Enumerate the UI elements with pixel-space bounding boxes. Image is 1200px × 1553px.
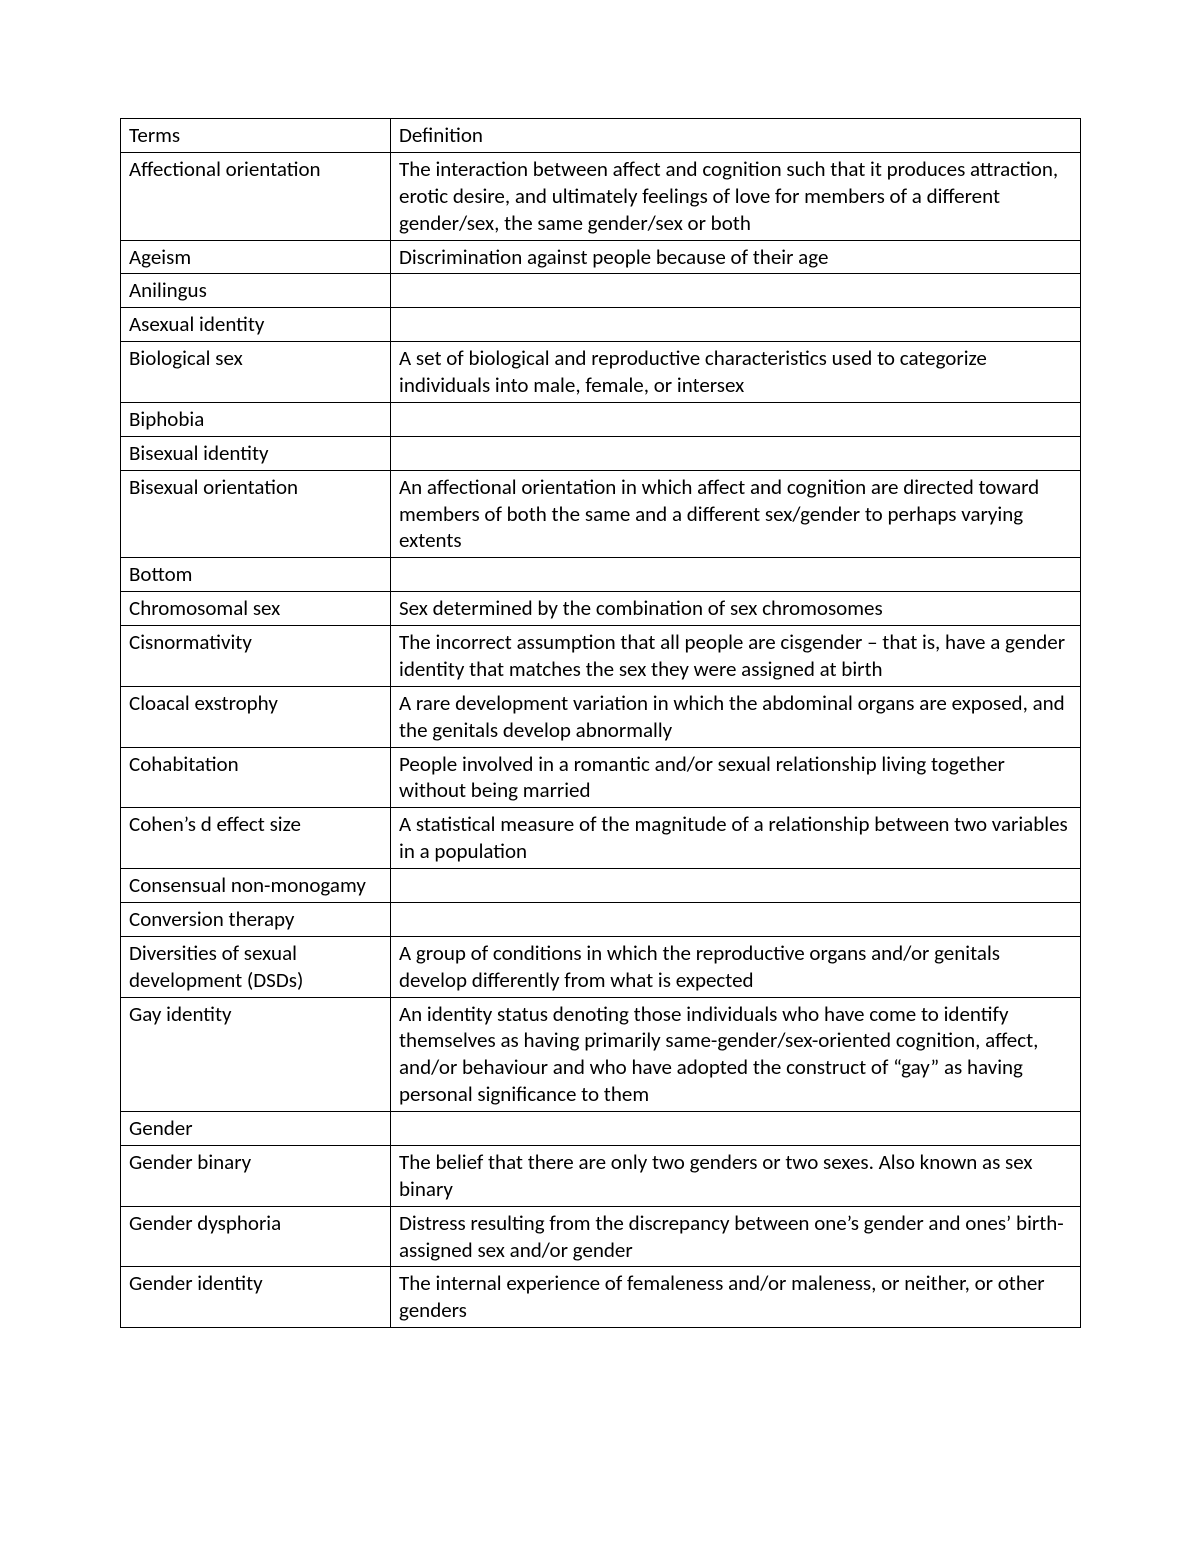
table-row: Gender binaryThe belief that there are o… (121, 1145, 1081, 1206)
term-cell: Biological sex (121, 342, 391, 403)
table-row: Asexual identity (121, 308, 1081, 342)
term-cell: Cloacal exstrophy (121, 686, 391, 747)
definition-cell (391, 274, 1081, 308)
definition-cell: A group of conditions in which the repro… (391, 936, 1081, 997)
definition-cell: Sex determined by the combination of sex… (391, 592, 1081, 626)
table-row: Cloacal exstrophyA rare development vari… (121, 686, 1081, 747)
term-cell: Chromosomal sex (121, 592, 391, 626)
table-row: Biological sexA set of biological and re… (121, 342, 1081, 403)
term-cell: Asexual identity (121, 308, 391, 342)
table-row: Bottom (121, 558, 1081, 592)
term-cell: Bottom (121, 558, 391, 592)
definition-cell: Distress resulting from the discrepancy … (391, 1206, 1081, 1267)
term-cell: Cohen’s d effect size (121, 808, 391, 869)
term-cell: Cohabitation (121, 747, 391, 808)
definition-cell (391, 308, 1081, 342)
definition-cell (391, 558, 1081, 592)
table-row: Consensual non-monogamy (121, 869, 1081, 903)
term-cell: Terms (121, 119, 391, 153)
terms-table: TermsDefinition Affectional orientationT… (120, 118, 1081, 1328)
table-row: Bisexual orientationAn affectional orien… (121, 470, 1081, 558)
definition-cell: An affectional orientation in which affe… (391, 470, 1081, 558)
term-cell: Gender (121, 1112, 391, 1146)
definition-cell: The belief that there are only two gende… (391, 1145, 1081, 1206)
table-row: CisnormativityThe incorrect assumption t… (121, 626, 1081, 687)
term-cell: Diversities of sexual development (DSDs) (121, 936, 391, 997)
term-cell: Affectional orientation (121, 152, 391, 240)
table-row: Gender identityThe internal experience o… (121, 1267, 1081, 1328)
term-cell: Biphobia (121, 402, 391, 436)
document-page: TermsDefinition Affectional orientationT… (0, 0, 1200, 1553)
term-cell: Bisexual orientation (121, 470, 391, 558)
term-cell: Gender dysphoria (121, 1206, 391, 1267)
table-row: Bisexual identity (121, 436, 1081, 470)
table-row: TermsDefinition (121, 119, 1081, 153)
term-cell: Anilingus (121, 274, 391, 308)
table-row: Gay identityAn identity status denoting … (121, 997, 1081, 1112)
term-cell: Consensual non-monogamy (121, 869, 391, 903)
definition-cell (391, 1112, 1081, 1146)
definition-cell: The interaction between affect and cogni… (391, 152, 1081, 240)
definition-cell: A rare development variation in which th… (391, 686, 1081, 747)
term-cell: Cisnormativity (121, 626, 391, 687)
table-row: Biphobia (121, 402, 1081, 436)
definition-cell: The incorrect assumption that all people… (391, 626, 1081, 687)
table-row: Conversion therapy (121, 902, 1081, 936)
term-cell: Gay identity (121, 997, 391, 1112)
definition-cell: A statistical measure of the magnitude o… (391, 808, 1081, 869)
table-row: Gender (121, 1112, 1081, 1146)
term-cell: Bisexual identity (121, 436, 391, 470)
definition-cell: Discrimination against people because of… (391, 240, 1081, 274)
definition-cell (391, 436, 1081, 470)
term-cell: Conversion therapy (121, 902, 391, 936)
terms-table-body: TermsDefinition Affectional orientationT… (121, 119, 1081, 1328)
definition-cell (391, 869, 1081, 903)
definition-cell (391, 402, 1081, 436)
table-row: Cohen’s d effect sizeA statistical measu… (121, 808, 1081, 869)
table-row: Gender dysphoriaDistress resulting from … (121, 1206, 1081, 1267)
term-cell: Gender identity (121, 1267, 391, 1328)
definition-cell: A set of biological and reproductive cha… (391, 342, 1081, 403)
table-row: AgeismDiscrimination against people beca… (121, 240, 1081, 274)
definition-cell: Definition (391, 119, 1081, 153)
definition-cell (391, 902, 1081, 936)
term-cell: Gender binary (121, 1145, 391, 1206)
table-row: Affectional orientationThe interaction b… (121, 152, 1081, 240)
table-row: Anilingus (121, 274, 1081, 308)
table-row: Diversities of sexual development (DSDs)… (121, 936, 1081, 997)
definition-cell: An identity status denoting those indivi… (391, 997, 1081, 1112)
table-row: CohabitationPeople involved in a romanti… (121, 747, 1081, 808)
definition-cell: People involved in a romantic and/or sex… (391, 747, 1081, 808)
definition-cell: The internal experience of femaleness an… (391, 1267, 1081, 1328)
term-cell: Ageism (121, 240, 391, 274)
table-row: Chromosomal sexSex determined by the com… (121, 592, 1081, 626)
